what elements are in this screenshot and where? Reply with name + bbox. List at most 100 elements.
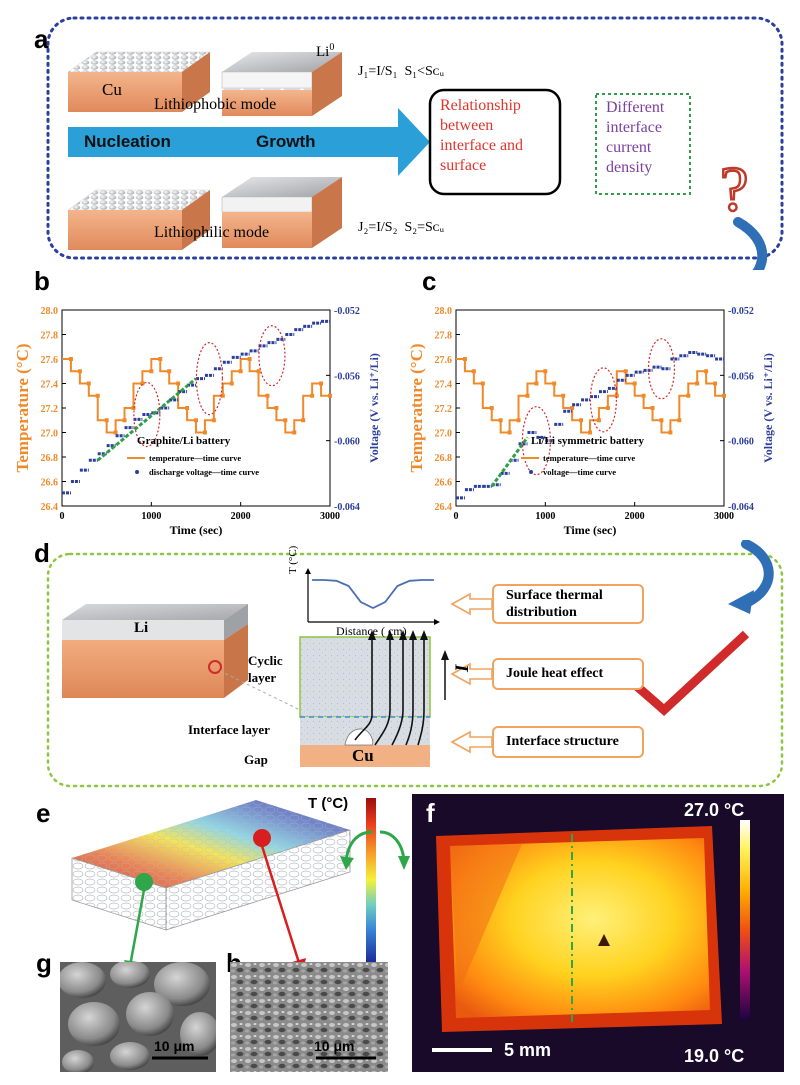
temperature-point <box>489 406 494 410</box>
temperature-point <box>462 357 467 361</box>
y-axis-label: Temperature (°C) <box>13 343 32 472</box>
chart-annotation: Li/Li symmetric battery <box>531 435 645 447</box>
x-axis-label: Time (sec) <box>170 523 223 537</box>
x-tick-label: 0 <box>454 511 459 522</box>
temperature-point <box>534 381 539 386</box>
temperature-point <box>579 418 584 423</box>
panel-label-f: f <box>426 798 435 828</box>
temperature-point <box>113 430 118 435</box>
y-tick-label: 28.0 <box>41 306 59 317</box>
panel-e-t-label: T (°C) <box>308 795 349 812</box>
y2-axis-label: Voltage (V vs. Li⁺/Li) <box>761 353 775 463</box>
temperature-point <box>498 418 503 423</box>
y2-tick-label: -0.056 <box>334 371 360 382</box>
temperature-point <box>588 430 592 435</box>
temperature-point <box>194 418 198 423</box>
y-tick-label: 27.8 <box>435 331 453 342</box>
sem-image-g <box>60 962 216 1072</box>
temperature-point <box>552 381 557 386</box>
question-mark-icon: ? <box>720 153 748 224</box>
y-tick-label: 27.2 <box>41 404 59 415</box>
green-trend-line <box>96 377 197 462</box>
temperature-point <box>695 381 700 386</box>
min-temp-label: 19.0 °C <box>684 1046 745 1066</box>
temperature-point <box>319 381 324 386</box>
different-density-text: Different interface current density <box>606 99 665 176</box>
thermal-colorbar-f <box>740 820 750 1020</box>
interface-layer-label: Interface layer <box>188 722 270 737</box>
temperature-point <box>247 357 252 361</box>
highlight-ellipse <box>589 367 617 433</box>
cu-block-lithiophilic-growth <box>221 177 342 248</box>
x-tick-label: 3000 <box>320 511 340 522</box>
y-tick-label: 27.0 <box>435 429 453 440</box>
x-tick-label: 2000 <box>231 511 251 522</box>
highlight-ellipse <box>133 381 161 448</box>
scale-label-h: 10 μm <box>314 1038 355 1054</box>
temperature-point <box>283 418 288 423</box>
legend-swatch-voltage <box>135 470 140 474</box>
x-tick-label: 1000 <box>141 511 161 522</box>
y-tick-label: 27.2 <box>435 404 453 415</box>
temperature-point <box>570 406 575 410</box>
temperature-point <box>77 369 82 374</box>
temperature-point <box>328 393 332 398</box>
panel-a-graphic: ? <box>46 16 784 270</box>
temperature-point <box>202 430 207 435</box>
curved-arrow-icon <box>733 217 768 270</box>
cu-label-d: Cu <box>352 746 374 765</box>
temperature-point <box>713 381 718 386</box>
temperature-point <box>722 393 726 398</box>
y-tick-label: 27.8 <box>41 331 59 342</box>
y-tick-label: 26.4 <box>41 502 59 513</box>
y-tick-label: 28.0 <box>435 306 453 317</box>
sem-image-h <box>230 962 388 1072</box>
li-cu-block <box>62 604 301 711</box>
y-tick-label: 26.8 <box>435 453 453 464</box>
x-tick-label: 0 <box>60 511 65 522</box>
y2-tick-label: -0.060 <box>728 437 754 448</box>
y2-tick-label: -0.064 <box>728 502 754 513</box>
y-tick-label: 27.4 <box>435 380 453 391</box>
surface-thermal-box: Surface thermal distribution <box>492 584 644 624</box>
current-i-label: I <box>452 664 473 672</box>
highlight-ellipse <box>195 341 223 416</box>
temperature-point <box>238 369 243 374</box>
legend-temperature: temperature—time curve <box>149 453 241 463</box>
temperature-point <box>220 393 225 398</box>
temperature-point <box>605 406 610 410</box>
surface-thermal-plot <box>305 568 440 625</box>
scale-label-g: 10 μm <box>154 1038 195 1054</box>
thermal-xlabel: Distance ( cm) <box>336 624 407 638</box>
li-label-d: Li <box>134 620 149 636</box>
equation-j1: J₁=I/S₁ S₁<Sᴄᵤ <box>358 64 445 79</box>
temperature-point <box>167 369 172 374</box>
temperature-point <box>265 393 270 398</box>
temperature-point <box>686 393 691 398</box>
relationship-box <box>428 88 562 196</box>
y-tick-label: 26.8 <box>41 453 59 464</box>
cu-block-lithiophobic-nucleation <box>67 51 211 112</box>
y-tick-label: 26.6 <box>435 478 453 489</box>
panel-f-thermal-image <box>412 794 784 1072</box>
temperature-point <box>122 418 127 423</box>
equation-j2: J₂=I/S₂ S₂=Sᴄᵤ <box>358 220 445 235</box>
y-tick-label: 27.0 <box>41 429 59 440</box>
green-point-icon <box>135 873 153 891</box>
panel-label-c: c <box>422 266 437 296</box>
panel-d-graphic <box>46 540 784 788</box>
max-temp-label: 27.0 °C <box>684 800 745 820</box>
lithiophobic-label: Lithiophobic mode <box>154 96 277 113</box>
panel-label-b: b <box>34 266 50 296</box>
curved-arrow-d-head-icon <box>728 590 754 614</box>
temperature-point <box>256 369 261 374</box>
temperature-point <box>176 381 181 386</box>
legend-voltage: voltage—time curve <box>543 467 616 477</box>
red-point-icon <box>253 829 271 847</box>
temperature-point <box>471 369 476 374</box>
temperature-point <box>131 406 136 410</box>
curved-arrow-d-icon <box>741 540 774 607</box>
y-tick-label: 26.6 <box>41 478 59 489</box>
highlight-ellipse <box>258 325 286 387</box>
temperature-point <box>561 393 566 398</box>
